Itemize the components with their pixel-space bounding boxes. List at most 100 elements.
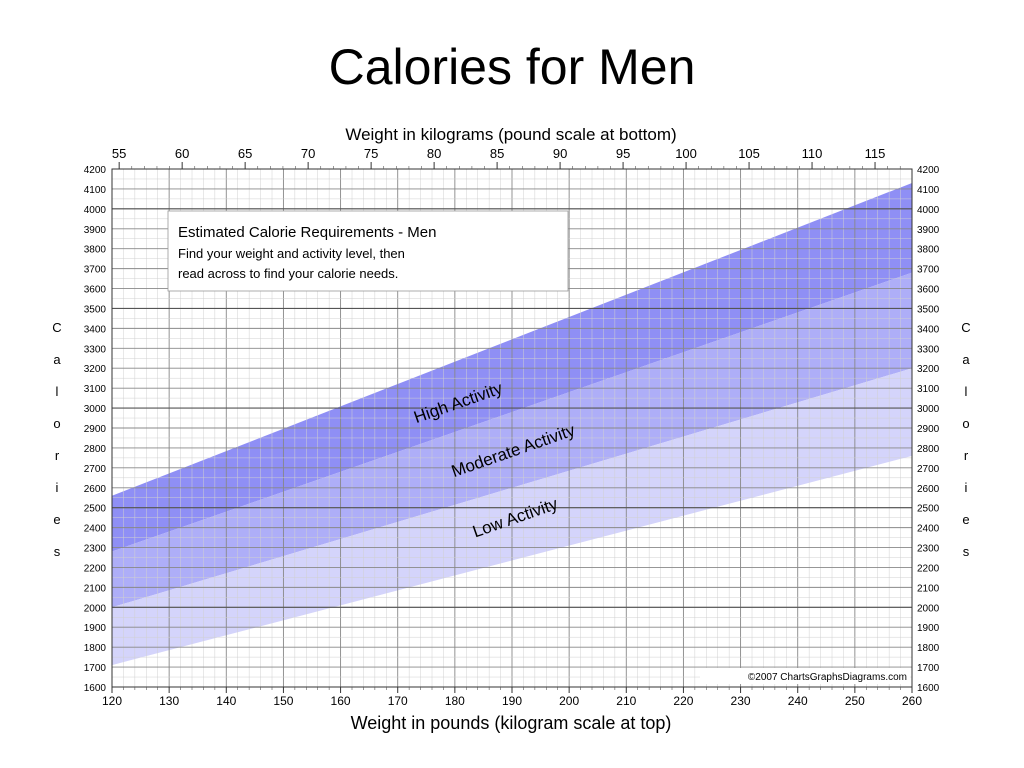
- calories-axis-letter: i: [964, 480, 968, 495]
- x-tick-label-bottom: 250: [845, 694, 865, 708]
- x-tick-label-top: 110: [802, 146, 823, 161]
- calories-axis-letter: a: [53, 352, 61, 367]
- y-tick-label-left: 2100: [84, 583, 107, 594]
- x-tick-label-top: 80: [427, 146, 441, 161]
- annotation-heading: Estimated Calorie Requirements - Men: [178, 224, 436, 241]
- y-tick-label-left: 2300: [84, 544, 107, 555]
- calories-axis-letter: o: [962, 416, 970, 431]
- x-tick-label-top: 95: [616, 146, 630, 161]
- y-tick-label-left: 4100: [84, 185, 107, 196]
- y-tick-label-right: 3300: [917, 344, 940, 355]
- y-tick-label-right: 2400: [917, 524, 940, 535]
- y-tick-label-left: 3400: [84, 324, 107, 335]
- calories-axis-letter: s: [962, 544, 970, 559]
- y-tick-label-right: 2800: [917, 444, 940, 455]
- y-tick-label-right: 2100: [917, 583, 940, 594]
- y-tick-label-right: 1800: [917, 643, 940, 654]
- copyright-text: ©2007 ChartsGraphsDiagrams.com: [748, 672, 907, 683]
- x-tick-label-top: 90: [553, 146, 567, 161]
- y-tick-label-right: 2600: [917, 484, 940, 495]
- y-tick-label-left: 1700: [84, 663, 107, 674]
- x-tick-label-bottom: 170: [388, 694, 408, 708]
- x-tick-label-bottom: 150: [273, 694, 293, 708]
- x-tick-label-bottom: 230: [731, 694, 751, 708]
- x-tick-label-top: 85: [490, 146, 504, 161]
- y-tick-label-left: 3600: [84, 285, 107, 296]
- calories-axis-letter: a: [962, 352, 970, 367]
- y-tick-label-right: 4100: [917, 185, 940, 196]
- calories-axis-letter: r: [54, 448, 60, 463]
- calories-axis-letter: e: [962, 512, 970, 527]
- y-tick-label-left: 4000: [84, 205, 107, 216]
- y-tick-label-left: 2200: [84, 563, 107, 574]
- y-tick-label-left: 3000: [84, 404, 107, 415]
- y-tick-label-left: 3300: [84, 344, 107, 355]
- y-tick-label-left: 3900: [84, 225, 107, 236]
- y-tick-label-right: 3000: [917, 404, 940, 415]
- y-tick-label-left: 3100: [84, 384, 107, 395]
- y-tick-label-left: 3500: [84, 304, 107, 315]
- y-tick-label-right: 3700: [917, 265, 940, 276]
- y-tick-label-right: 3400: [917, 324, 940, 335]
- y-tick-label-right: 3900: [917, 225, 940, 236]
- x-tick-label-bottom: 260: [902, 694, 922, 708]
- y-tick-label-left: 3700: [84, 265, 107, 276]
- annotation-box: [167, 210, 569, 292]
- x-tick-label-top: 65: [238, 146, 252, 161]
- y-tick-label-left: 2000: [84, 603, 107, 614]
- x-tick-label-top: 100: [675, 146, 697, 161]
- y-tick-label-left: 3800: [84, 245, 107, 256]
- x-tick-label-bottom: 240: [788, 694, 808, 708]
- x-tick-label-bottom: 190: [502, 694, 522, 708]
- y-tick-label-right: 2000: [917, 603, 940, 614]
- y-tick-label-left: 2500: [84, 504, 107, 515]
- y-tick-label-right: 3100: [917, 384, 940, 395]
- y-tick-label-left: 3200: [84, 364, 107, 375]
- y-tick-label-left: 2800: [84, 444, 107, 455]
- y-tick-label-right: 2300: [917, 544, 940, 555]
- x-tick-label-top: 70: [301, 146, 315, 161]
- y-tick-label-right: 1900: [917, 623, 940, 634]
- y-tick-label-right: 3200: [917, 364, 940, 375]
- y-tick-label-right: 3800: [917, 245, 940, 256]
- y-tick-label-right: 2500: [917, 504, 940, 515]
- y-tick-label-right: 1600: [917, 683, 940, 694]
- y-tick-label-left: 2600: [84, 484, 107, 495]
- calories-axis-letter: C: [52, 320, 62, 335]
- y-tick-label-left: 2900: [84, 424, 107, 435]
- y-tick-label-right: 2700: [917, 464, 940, 475]
- x-tick-label-bottom: 130: [159, 694, 179, 708]
- y-tick-label-left: 1800: [84, 643, 107, 654]
- y-tick-label-right: 2200: [917, 563, 940, 574]
- y-tick-label-right: 4000: [917, 205, 940, 216]
- x-tick-label-top: 75: [364, 146, 378, 161]
- x-tick-label-top: 115: [865, 146, 886, 161]
- y-tick-label-right: 1700: [917, 663, 940, 674]
- y-tick-label-left: 1600: [84, 683, 107, 694]
- x-tick-label-bottom: 210: [616, 694, 636, 708]
- x-tick-label-bottom: 220: [673, 694, 693, 708]
- calories-axis-letter: e: [53, 512, 61, 527]
- top-axis-title: Weight in kilograms (pound scale at bott…: [345, 125, 676, 144]
- annotation-line-1: Find your weight and activity level, the…: [178, 246, 405, 261]
- y-tick-label-left: 2400: [84, 524, 107, 535]
- y-tick-label-right: 2900: [917, 424, 940, 435]
- x-tick-label-top: 60: [175, 146, 189, 161]
- calories-axis-letter: C: [961, 320, 971, 335]
- x-tick-label-bottom: 200: [559, 694, 579, 708]
- x-tick-label-top: 55: [112, 146, 126, 161]
- calories-axis-letter: o: [53, 416, 61, 431]
- x-tick-label-bottom: 160: [331, 694, 351, 708]
- calories-axis-letter: l: [964, 384, 968, 399]
- calories-axis-letter: l: [55, 384, 59, 399]
- y-tick-label-left: 4200: [84, 165, 107, 176]
- copyright-bg: [700, 668, 910, 684]
- calories-axis-letter: s: [53, 544, 61, 559]
- calories-axis-letter: i: [55, 480, 59, 495]
- x-tick-label-bottom: 140: [216, 694, 236, 708]
- x-tick-label-bottom: 120: [102, 694, 122, 708]
- x-tick-label-bottom: 180: [445, 694, 465, 708]
- y-tick-label-right: 3500: [917, 304, 940, 315]
